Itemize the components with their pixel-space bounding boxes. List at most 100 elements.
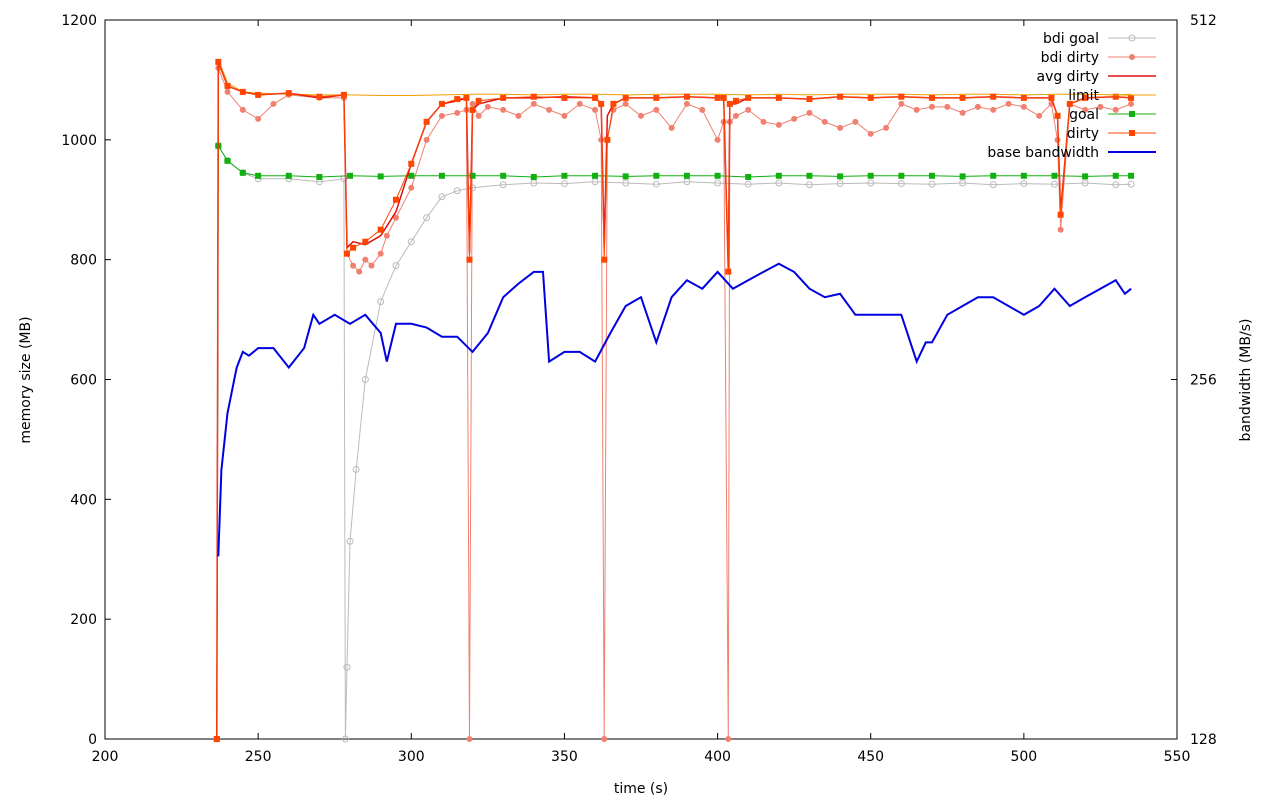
series-line-dirty xyxy=(216,61,1132,740)
point-goal xyxy=(928,172,935,179)
point-goal xyxy=(898,172,905,179)
point-dirty xyxy=(350,244,357,251)
point-bdi-dirty xyxy=(867,130,874,137)
x-tick-label: 300 xyxy=(398,749,425,765)
point-dirty xyxy=(1112,93,1119,100)
point-bdi-goal xyxy=(622,179,630,187)
point-dirty xyxy=(438,100,445,107)
x-tick-label: 200 xyxy=(92,749,119,765)
point-dirty xyxy=(466,256,473,263)
point-dirty xyxy=(255,91,262,98)
legend-label: goal xyxy=(1069,107,1099,123)
point-goal xyxy=(775,172,782,179)
point-bdi-goal xyxy=(652,180,660,188)
point-dirty xyxy=(239,88,246,95)
point-bdi-goal xyxy=(438,193,446,201)
point-dirty xyxy=(475,97,482,104)
point-goal xyxy=(745,173,752,180)
point-dirty xyxy=(732,97,739,104)
x-axis-ticks: 200 250 300 350 400 450 500 550 xyxy=(92,20,1190,765)
legend-label: dirty xyxy=(1067,126,1099,142)
point-dirty xyxy=(928,94,935,101)
point-bdi-dirty xyxy=(913,106,920,113)
point-bdi-dirty xyxy=(224,88,231,95)
x-tick-label: 500 xyxy=(1010,749,1037,765)
y2-tick-label: 512 xyxy=(1190,13,1217,29)
point-goal xyxy=(316,173,323,180)
point-bdi-dirty xyxy=(377,250,384,257)
point-dirty xyxy=(592,94,599,101)
series-line-bdi-dirty xyxy=(216,67,1132,740)
point-bdi-dirty xyxy=(1020,103,1027,110)
point-bdi-goal xyxy=(714,179,722,187)
y-axis-ticks: 0 200 400 600 800 1000 1200 xyxy=(61,13,111,748)
point-bdi-dirty xyxy=(356,268,363,275)
point-dirty xyxy=(622,94,629,101)
point-bdi-dirty xyxy=(852,118,859,125)
y-tick-label: 0 xyxy=(88,732,97,748)
y2-tick-label: 256 xyxy=(1190,373,1217,389)
y-tick-label: 800 xyxy=(70,253,97,269)
point-dirty xyxy=(775,94,782,101)
point-bdi-goal xyxy=(341,735,349,743)
series-line-base-bandwidth xyxy=(217,262,1132,557)
point-bdi-dirty xyxy=(454,109,461,116)
point-bdi-goal xyxy=(560,180,568,188)
point-bdi-goal xyxy=(775,179,783,187)
point-dirty xyxy=(392,196,399,203)
point-dirty xyxy=(726,100,733,107)
point-dirty xyxy=(1066,100,1073,107)
point-goal xyxy=(867,172,874,179)
point-bdi-dirty xyxy=(928,103,935,110)
point-bdi-dirty xyxy=(592,106,599,113)
legend: bdi goal bdi dirty avg dirty limit goal dirty… xyxy=(987,31,1156,161)
series-line-avg-dirty xyxy=(216,61,1132,740)
point-bdi-dirty xyxy=(1005,100,1012,107)
y-tick-label: 1000 xyxy=(61,133,97,149)
point-bdi-dirty xyxy=(668,124,675,131)
point-bdi-dirty xyxy=(392,214,399,221)
point-bdi-dirty xyxy=(1082,106,1089,113)
point-bdi-goal xyxy=(453,187,461,195)
plot-frame xyxy=(104,19,1178,740)
point-dirty xyxy=(806,96,813,103)
point-bdi-goal xyxy=(361,376,369,383)
point-dirty xyxy=(530,93,537,100)
y-tick-label: 600 xyxy=(70,373,97,389)
point-goal xyxy=(1051,172,1058,179)
point-goal xyxy=(1128,172,1135,179)
point-bdi-goal xyxy=(989,181,997,189)
legend-label: limit xyxy=(1068,88,1099,104)
point-bdi-dirty xyxy=(683,100,690,107)
point-bdi-dirty xyxy=(408,184,415,191)
point-bdi-dirty xyxy=(760,118,767,125)
point-goal xyxy=(592,172,599,179)
point-bdi-dirty xyxy=(837,124,844,131)
point-dirty xyxy=(725,268,732,275)
point-dirty xyxy=(1057,211,1064,218)
point-bdi-dirty xyxy=(576,100,583,107)
point-bdi-dirty xyxy=(699,106,706,113)
point-bdi-dirty xyxy=(638,112,644,119)
y-tick-label: 1200 xyxy=(61,13,97,29)
point-dirty xyxy=(224,82,231,89)
point-dirty xyxy=(598,100,605,107)
series-layer xyxy=(213,58,1135,743)
point-dirty xyxy=(959,94,966,101)
point-bdi-dirty xyxy=(239,106,246,113)
point-goal xyxy=(837,173,844,180)
point-goal xyxy=(347,172,354,179)
point-bdi-goal xyxy=(867,179,875,187)
point-goal xyxy=(806,172,813,179)
y2-axis-label: bandwidth (MB/s) xyxy=(1238,319,1254,442)
point-goal xyxy=(1082,173,1089,180)
point-goal xyxy=(561,172,568,179)
point-goal xyxy=(500,172,507,179)
point-goal xyxy=(377,173,384,180)
point-dirty xyxy=(604,136,611,143)
point-goal xyxy=(683,172,690,179)
point-dirty xyxy=(1082,94,1089,101)
point-bdi-dirty xyxy=(270,100,277,107)
legend-label: avg dirty xyxy=(1036,69,1099,85)
point-dirty xyxy=(714,94,721,101)
